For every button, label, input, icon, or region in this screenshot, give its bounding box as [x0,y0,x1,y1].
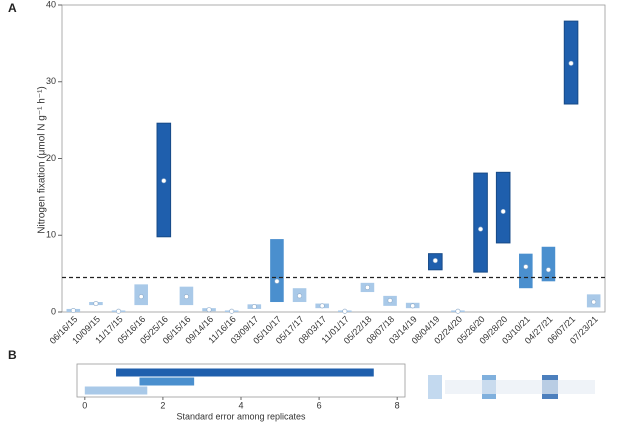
mean-dot [342,308,348,314]
y-tick-label: 20 [46,153,56,163]
panel-label: A [8,1,17,15]
color-key [428,375,595,399]
mean-dot [523,264,529,270]
mean-dot [183,294,189,300]
mean-dot [297,293,303,299]
mean-dot [432,258,438,264]
y-tick-label: 30 [46,76,56,86]
mean-dot [319,303,325,309]
range-box [541,246,556,282]
range-bar [139,377,195,386]
x-tick-label: 2 [160,400,165,410]
x-tick-label: 8 [395,400,400,410]
mean-dot [251,304,257,310]
x-tick-label: 4 [238,400,243,410]
mean-dot [364,284,370,290]
mean-dot [500,208,506,214]
range-box [495,171,511,244]
y-tick-label: 40 [46,0,56,9]
y-axis-label: Nitrogen fixation (μmol N g⁻¹ h⁻¹) [37,86,48,233]
x-axis-label: Standard error among replicates [176,411,306,421]
mean-dot [161,178,167,184]
range-bar [116,368,374,377]
mean-dot [591,299,597,305]
mean-dot [410,303,416,309]
mean-dot [116,308,122,314]
y-tick-label: 0 [51,306,56,316]
mean-dot [70,307,76,313]
mean-dot [229,308,235,314]
y-tick-label: 10 [46,230,56,240]
mean-dot [455,308,461,314]
mean-dot [93,301,99,307]
mean-dot [387,297,393,303]
mean-dot [568,60,574,66]
x-tick-label: 0 [82,400,87,410]
range-bar [84,386,148,395]
range-box [270,239,284,303]
range-box [519,253,533,289]
range-box [473,172,488,273]
mean-dot [545,267,551,273]
panel-label: B [8,348,17,362]
x-tick-label: 6 [317,400,322,410]
mean-dot [138,294,144,300]
mean-dot [478,226,484,232]
mean-dot [274,278,280,284]
mean-dot [206,307,212,313]
